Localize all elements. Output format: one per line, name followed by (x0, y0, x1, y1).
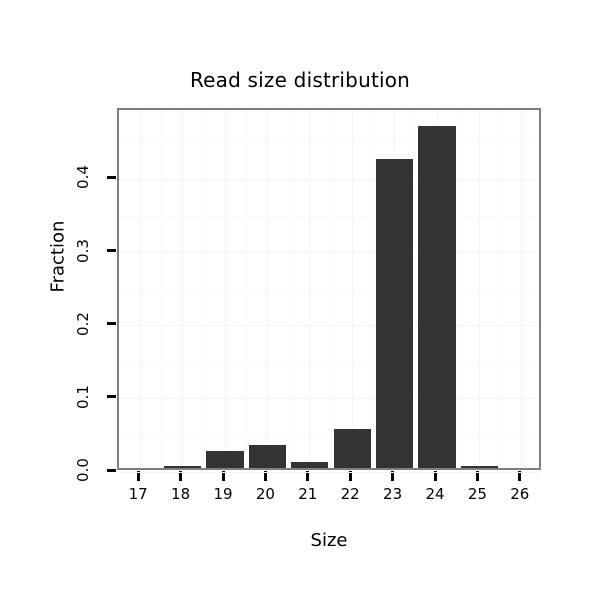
gridline-horizontal-minor (119, 142, 539, 144)
y-tick-label: 0.0 (74, 458, 92, 482)
plot-panel (117, 108, 541, 473)
gridline-vertical-minor (288, 110, 290, 468)
gridline-vertical-major (266, 110, 268, 468)
gridline-horizontal-major (119, 325, 539, 327)
gridline-horizontal-major (119, 178, 539, 180)
bar-19 (206, 451, 244, 468)
x-tick-label: 26 (510, 485, 530, 503)
x-tick-mark (179, 471, 183, 481)
gridline-vertical-minor (160, 110, 162, 468)
y-axis-label: Fraction (47, 220, 69, 293)
bar-24 (418, 125, 456, 468)
gridline-vertical-major (224, 110, 226, 468)
y-tick-mark (107, 468, 116, 472)
x-tick-label: 23 (383, 485, 403, 503)
gridline-vertical-minor (415, 110, 417, 468)
gridline-vertical-major (139, 110, 141, 468)
y-tick-mark (107, 249, 116, 253)
x-tick-mark (433, 471, 437, 481)
x-tick-mark (475, 471, 479, 481)
bar-21 (291, 462, 329, 468)
gridline-vertical-major (182, 110, 184, 468)
gridline-vertical-major (351, 110, 353, 468)
bar-23 (375, 159, 414, 468)
x-tick-label: 22 (340, 485, 360, 503)
x-tick-mark (306, 471, 310, 481)
gridline-horizontal-minor (119, 434, 539, 436)
gridline-horizontal-minor (119, 215, 539, 217)
gridline-vertical-major (309, 110, 311, 468)
bar-22 (333, 428, 371, 468)
gridline-vertical-minor (330, 110, 332, 468)
gridline-vertical-minor (372, 110, 374, 468)
gridline-horizontal-major (119, 398, 539, 400)
x-tick-label: 17 (128, 485, 148, 503)
gridline-horizontal-minor (119, 361, 539, 363)
y-tick-label: 0.2 (74, 311, 92, 336)
chart-title: Read size distribution (189, 68, 411, 92)
x-tick-mark (518, 471, 522, 481)
x-tick-mark (221, 471, 225, 481)
gridline-vertical-minor (457, 110, 459, 468)
gridline-vertical-minor (203, 110, 205, 468)
bar-20 (248, 445, 287, 468)
gridline-vertical-major (521, 110, 523, 468)
x-tick-label: 24 (425, 485, 445, 503)
x-tick-label: 25 (467, 485, 487, 503)
x-tick-label: 21 (298, 485, 318, 503)
x-tick-mark (391, 471, 395, 481)
y-tick-mark (107, 395, 116, 399)
bar-25 (460, 466, 499, 468)
x-tick-label: 20 (255, 485, 275, 503)
y-tick-mark (107, 175, 116, 179)
x-tick-label: 18 (171, 485, 191, 503)
y-tick-label: 0.4 (74, 165, 92, 190)
x-tick-label: 19 (213, 485, 233, 503)
plot-area (119, 110, 539, 473)
y-tick-mark (107, 322, 116, 326)
gridline-vertical-major (478, 110, 480, 468)
gridline-vertical-minor (500, 110, 502, 468)
y-tick-label: 0.3 (74, 238, 92, 263)
x-tick-mark (263, 471, 267, 481)
y-tick-label: 0.1 (74, 384, 92, 409)
bar-18 (163, 466, 202, 468)
x-tick-mark (136, 471, 140, 481)
x-tick-mark (348, 471, 352, 481)
gridline-horizontal-major (119, 471, 539, 473)
x-axis-label: Size (310, 530, 348, 551)
gridline-vertical-minor (245, 110, 247, 468)
gridline-horizontal-major (119, 252, 539, 254)
gridline-horizontal-minor (119, 288, 539, 290)
